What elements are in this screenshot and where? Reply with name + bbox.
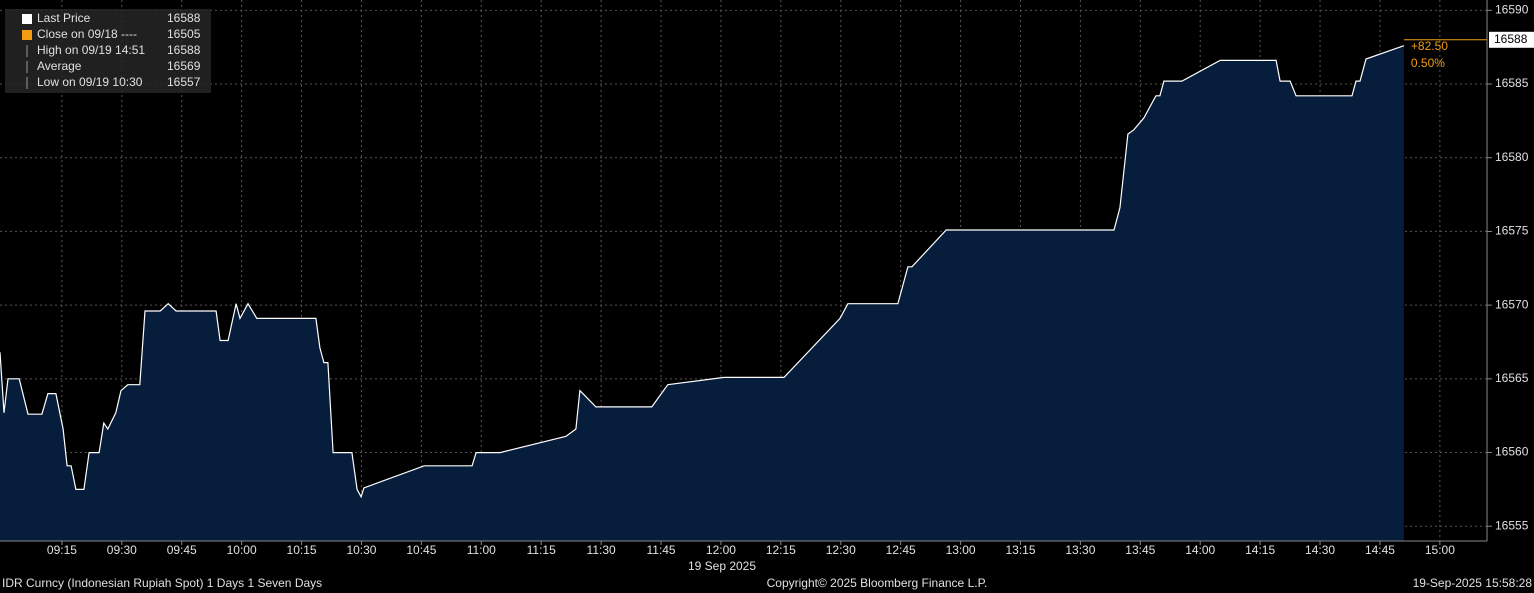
change-pct-label: 0.50%: [1411, 56, 1445, 70]
y-tick-label: 16555: [1495, 518, 1529, 532]
x-tick-label: 10:30: [346, 543, 376, 557]
x-tick-label: 12:30: [826, 543, 856, 557]
legend-value: 16588: [167, 43, 201, 57]
axes: 16555 16560 16565 16570 16575 16580 16585 16590…: [47, 2, 1534, 557]
x-tick-label: 09:30: [107, 543, 137, 557]
y-tick-label: 16565: [1495, 371, 1529, 385]
x-tick-label: 13:30: [1065, 543, 1095, 557]
x-tick-label: 14:45: [1365, 543, 1395, 557]
x-tick-label: 09:15: [47, 543, 77, 557]
last-price-box: [1489, 31, 1534, 48]
legend-name: Low on 09/19 10:30: [37, 75, 143, 89]
legend-swatch: [22, 14, 32, 24]
y-tick-label: 16570: [1495, 297, 1529, 311]
x-tick-label: 14:30: [1305, 543, 1335, 557]
x-tick-label: 11:45: [646, 543, 675, 557]
legend-value: 16505: [167, 27, 201, 41]
change-label: +82.50: [1411, 39, 1448, 53]
x-tick-label: 15:00: [1425, 543, 1455, 557]
legend-name: High on 09/19 14:51: [37, 43, 145, 57]
x-tick-label: 12:45: [886, 543, 916, 557]
x-tick-label: 12:00: [706, 543, 736, 557]
x-tick-label: 14:00: [1185, 543, 1215, 557]
legend: Last Price 16588 Close on 09/18 ---- 16505 H…: [22, 11, 201, 89]
line: [0, 45, 1405, 499]
y-tick-label: 16590: [1495, 2, 1529, 16]
x-tick-label: 11:15: [527, 543, 556, 557]
x-tick-label: 09:45: [167, 543, 197, 557]
legend-value: 16557: [167, 75, 201, 89]
x-tick-label: 10:15: [287, 543, 317, 557]
legend-swatch: [22, 30, 32, 40]
legend-value: 16569: [167, 59, 201, 73]
legend-name: Close on 09/18 ----: [37, 27, 137, 41]
y-tick-label: 16580: [1495, 150, 1529, 164]
x-tick-label: 12:15: [766, 543, 796, 557]
y-tick-label: 16575: [1495, 224, 1529, 238]
x-tick-label: 11:00: [467, 543, 496, 557]
x-tick-label: 13:15: [1005, 543, 1035, 557]
legend-name: Average: [37, 59, 82, 73]
plot: [0, 39, 1487, 541]
y-tick-label: 16585: [1495, 76, 1529, 90]
footer-right: 19-Sep-2025 15:58:28: [1413, 576, 1533, 590]
x-tick-label: 10:45: [406, 543, 436, 557]
x-tick-label: 14:15: [1245, 543, 1275, 557]
x-tick-label: 11:30: [587, 543, 616, 557]
x-tick-label: 10:00: [227, 543, 257, 557]
x-tick-label: 13:45: [1125, 543, 1155, 557]
legend-name: Last Price: [37, 11, 91, 25]
footer-left: IDR Curncy (Indonesian Rupiah Spot) 1 Da…: [2, 576, 322, 590]
footer-center: Copyright© 2025 Bloomberg Finance L.P.: [767, 576, 988, 590]
legend-box: [5, 9, 211, 93]
legend-value: 16588: [167, 11, 201, 25]
area: [0, 45, 1404, 541]
date-label: 19 Sep 2025: [688, 559, 756, 573]
y-tick-label: 16560: [1495, 445, 1529, 459]
x-tick-label: 13:00: [946, 543, 976, 557]
last-price-label: 16588: [1494, 32, 1528, 46]
